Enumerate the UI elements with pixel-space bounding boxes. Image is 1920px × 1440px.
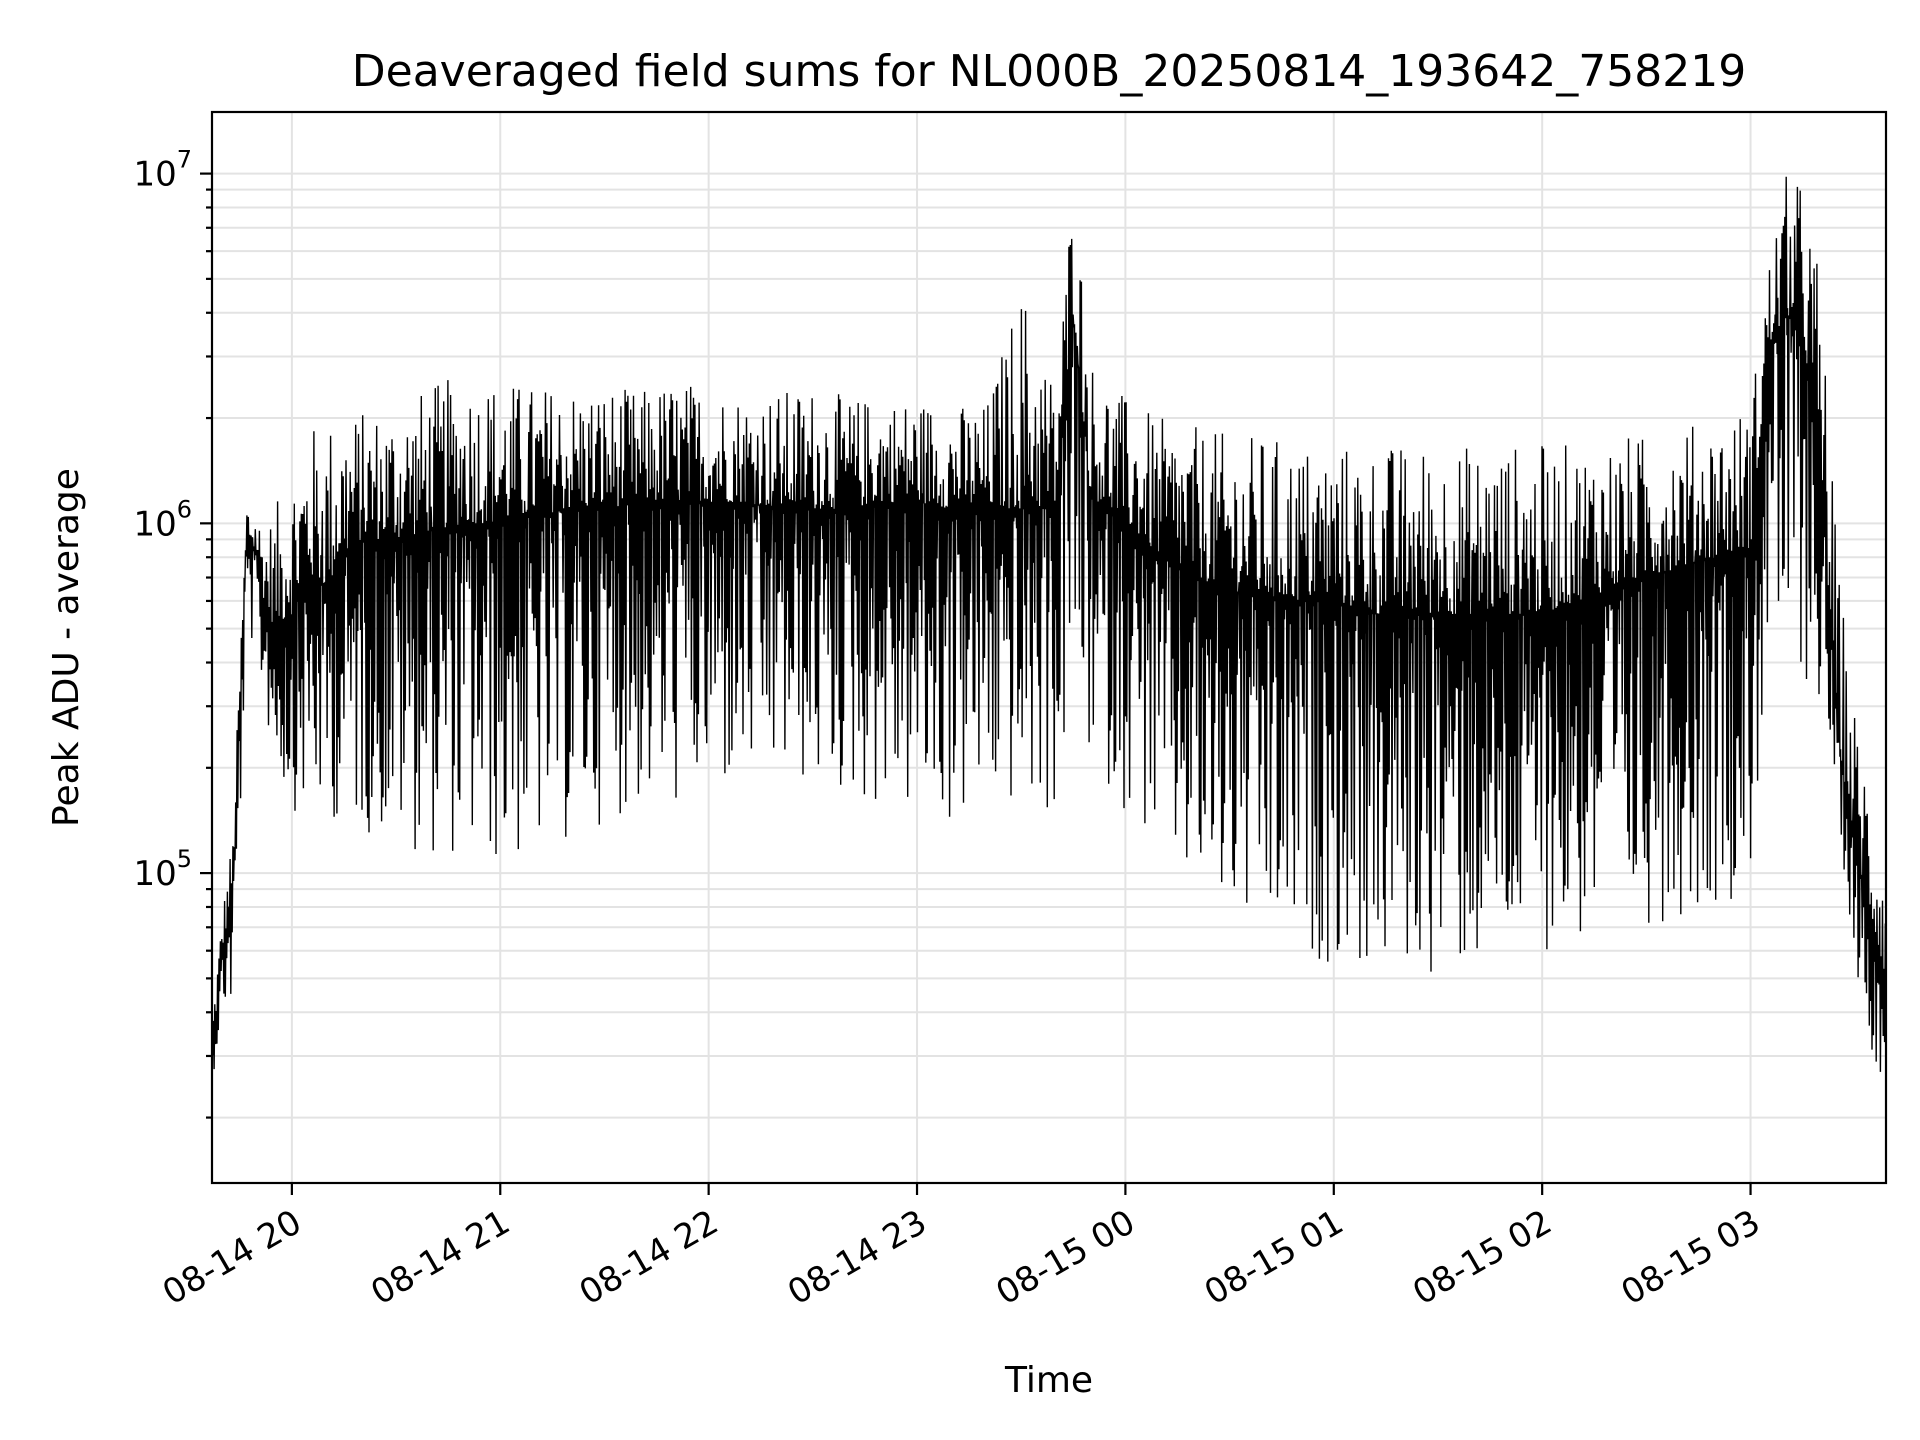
plot-area [211, 176, 1887, 1072]
x-tick-label: 08-14 23 [781, 1202, 933, 1313]
x-tick-label: 08-14 20 [156, 1202, 308, 1313]
x-tick-label: 08-15 03 [1615, 1202, 1767, 1313]
y-tick-label: 107 [133, 146, 192, 195]
y-tick-label: 105 [133, 845, 192, 894]
x-tick-label: 08-15 01 [1198, 1202, 1350, 1313]
chart-title: Deaveraged field sums for NL000B_2025081… [352, 46, 1746, 97]
plot-frame [210, 110, 1888, 1185]
x-tick-label: 08-14 21 [364, 1202, 516, 1313]
x-tick-label: 08-15 00 [990, 1202, 1142, 1313]
x-axis: 08-14 20 08-14 21 08-14 22 08-14 23 08-15 00… [156, 1183, 1767, 1313]
y-axis: 105 106 107 [133, 146, 212, 1119]
x-tick-label: 08-14 22 [573, 1202, 725, 1313]
y-axis-label: Peak ADU - average [46, 468, 87, 827]
series-line [211, 176, 1887, 1072]
y-tick-label: 106 [133, 495, 192, 544]
x-tick-label: 08-15 02 [1406, 1202, 1558, 1313]
x-axis-label: Time [1004, 1360, 1093, 1401]
